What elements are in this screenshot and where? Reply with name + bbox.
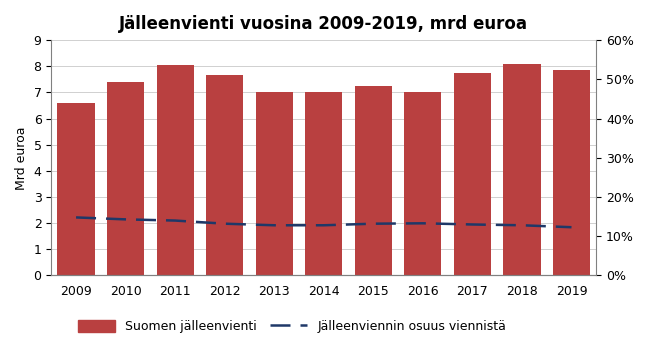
Bar: [355, 86, 392, 276]
Bar: [256, 93, 293, 276]
Bar: [553, 70, 590, 276]
Legend: Suomen jälleenvienti, Jälleenviennin osuus viennistä: Suomen jälleenvienti, Jälleenviennin osu…: [73, 315, 511, 338]
Bar: [206, 76, 243, 276]
Bar: [404, 93, 441, 276]
Bar: [58, 103, 95, 276]
Title: Jälleenvienti vuosina 2009-2019, mrd euroa: Jälleenvienti vuosina 2009-2019, mrd eur…: [119, 15, 528, 33]
Bar: [504, 64, 541, 276]
Bar: [156, 65, 193, 276]
Bar: [107, 82, 144, 276]
Bar: [305, 93, 343, 276]
Y-axis label: Mrd euroa: Mrd euroa: [15, 126, 28, 190]
Bar: [454, 73, 491, 276]
